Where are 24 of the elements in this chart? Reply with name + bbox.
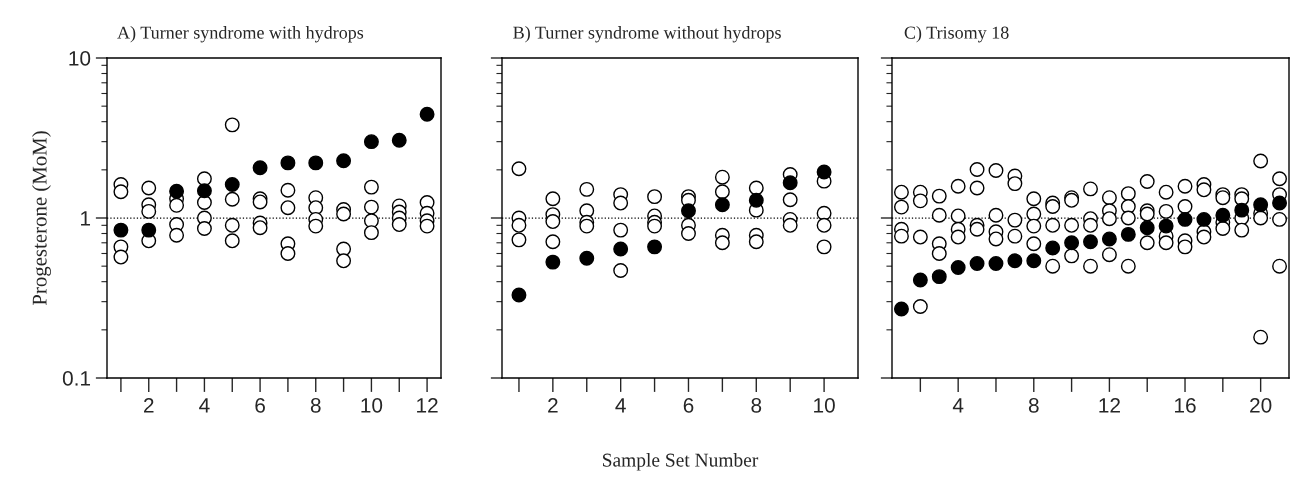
x-axis-title: Sample Set Number <box>603 452 759 471</box>
chart-title: C) Trisomy 18 <box>904 26 1009 43</box>
x-tick-label: 4 <box>615 398 626 413</box>
chart-title: A) Turner syndrome with hydrops <box>117 26 364 43</box>
x-tick-label: 8 <box>751 397 762 413</box>
x-tick-label: 16 <box>1175 397 1196 413</box>
y-axis-title: Progesterone (MoM) <box>32 131 51 306</box>
x-tick-label: 10 <box>814 397 835 413</box>
x-tick-label: 8 <box>1028 397 1039 413</box>
y-tick-label: 0.1 <box>62 371 91 386</box>
x-tick-label: 12 <box>417 397 438 413</box>
x-tick-label: 10 <box>361 397 383 413</box>
chart-title: B) Turner syndrome without hydrops <box>513 26 781 43</box>
y-tick-label: 10 <box>69 51 91 66</box>
x-tick-label: 6 <box>683 397 694 413</box>
x-tick-label: 12 <box>1099 397 1120 413</box>
x-tick-label: 2 <box>144 397 154 413</box>
x-tick-label: 2 <box>548 397 558 413</box>
x-tick-label: 4 <box>952 398 964 413</box>
x-tick-label: 20 <box>1250 397 1272 413</box>
x-tick-label: 6 <box>255 397 265 413</box>
x-tick-label: 4 <box>199 398 210 413</box>
y-tick-label: 1 <box>81 211 91 226</box>
x-tick-label: 8 <box>310 397 321 413</box>
